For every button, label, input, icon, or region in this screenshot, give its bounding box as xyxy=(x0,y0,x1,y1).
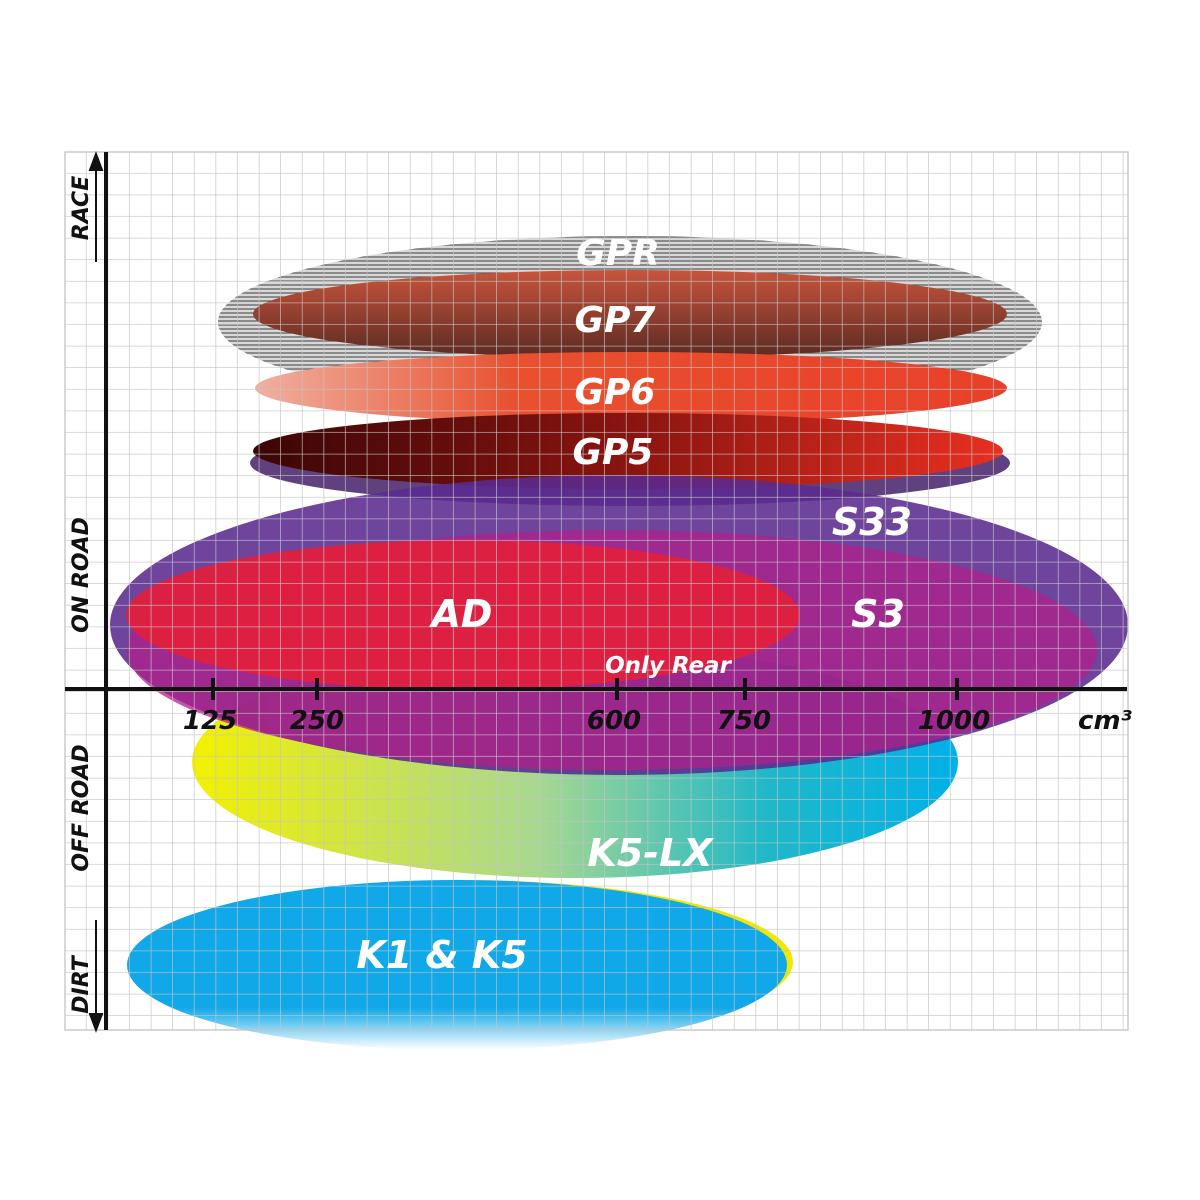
tick-750: 750 xyxy=(717,706,771,736)
zone-arrows xyxy=(88,151,104,1033)
label-gp5: GP5 xyxy=(573,432,654,473)
tick-600: 600 xyxy=(587,706,641,736)
label-gp7: GP7 xyxy=(575,300,656,341)
label-k1-k5: K1 & K5 xyxy=(356,933,527,977)
tick-1000: 1000 xyxy=(918,706,990,736)
tick-250: 250 xyxy=(290,706,344,736)
grid xyxy=(65,152,1128,1030)
zone-off-road: OFF ROAD xyxy=(69,744,94,871)
label-gp6: GP6 xyxy=(575,372,656,413)
label-ad: AD xyxy=(429,592,493,636)
zone-on-road: ON ROAD xyxy=(69,517,94,633)
zone-race: RACE xyxy=(69,176,94,240)
tick-125: 125 xyxy=(183,706,237,736)
label-s3: S3 xyxy=(851,592,905,636)
label-gpr: GPR xyxy=(576,233,660,274)
label-only-rear: Only Rear xyxy=(605,653,732,679)
zone-dirt: DIRT xyxy=(69,954,94,1013)
x-ticks xyxy=(211,678,959,700)
label-s33: S33 xyxy=(832,500,912,544)
label-k5lx: K5-LX xyxy=(587,831,714,875)
x-unit: cm³ xyxy=(1078,706,1133,736)
